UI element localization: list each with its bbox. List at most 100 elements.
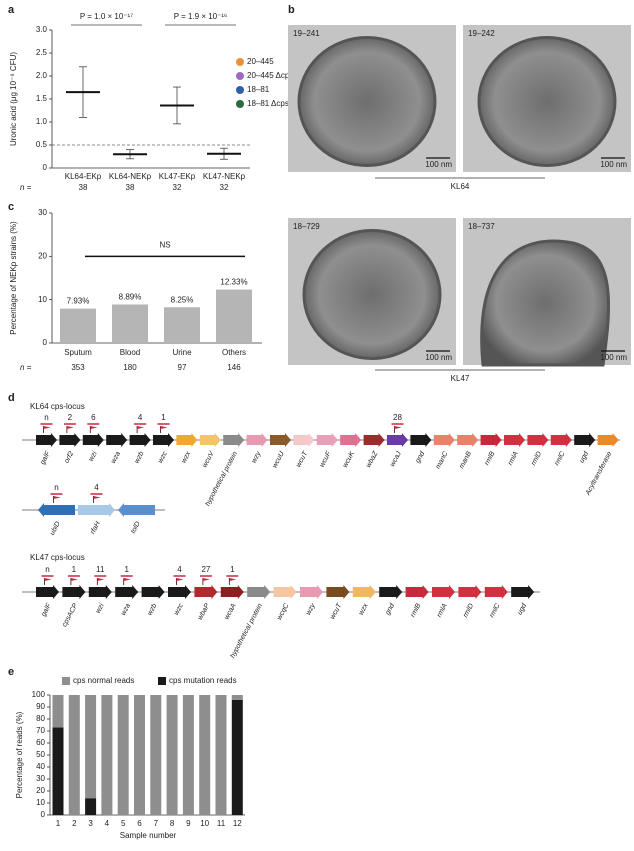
bar-segment [215,695,227,815]
gene-arrow [458,585,482,599]
gene-label: rmlC [489,602,503,619]
bar-segment [199,695,211,815]
y-tick-label: 0 [43,163,48,172]
group-label: KL47 [451,374,470,383]
gene-arrow [293,433,315,447]
gene-label: manB [458,450,473,470]
gene-arrow [118,503,155,517]
bar-segment [85,695,97,799]
gene-label: gnd [384,602,396,617]
scale-bar-label: 100 nm [425,160,452,169]
bar-segment [68,695,80,815]
y-tick-label: 90 [36,702,45,711]
gene-label: wcuT [295,450,309,469]
bar [60,308,96,343]
gene-arrow [246,433,268,447]
gene-arrow [62,585,86,599]
n-value: 38 [79,183,88,192]
gene-label: tolD [130,521,142,535]
mutation-flag [123,578,131,581]
y-axis-label: Percentage of reads (%) [15,711,24,798]
gene-arrow [504,433,525,447]
mutation-flag [394,426,402,429]
gene-arrow [326,585,350,599]
x-tick-label: 1 [56,819,61,828]
gene-arrow [153,433,174,447]
legend-label: cps normal reads [73,676,134,685]
legend-swatch [158,677,166,685]
bar-segment [182,695,194,815]
y-tick-label: 0 [43,338,48,347]
gene-arrow [527,433,549,447]
gene-label: galF [40,602,53,618]
gene-arrow [480,433,502,447]
n-value: 353 [71,363,85,372]
y-tick-label: 20 [36,786,45,795]
gene-arrow [176,433,198,447]
x-tick-label: 5 [121,819,126,828]
gene-label: rmlD [530,451,543,467]
x-tick-label: 10 [200,819,209,828]
x-tick-label: Sputum [64,348,92,357]
x-tick-label: KL47-NEKp [203,172,246,181]
x-tick-label: 9 [186,819,191,828]
x-tick-label: 3 [88,819,93,828]
gene-label: wcuV [201,449,216,469]
gene-arrow [59,433,81,447]
legend-label: 18–81 Δcps [247,99,289,108]
bar-segment [117,695,129,815]
gene-label: wza [110,450,122,464]
legend-marker [236,72,244,80]
gene-arrow [106,433,128,447]
cell [477,36,617,167]
gene-label: orf2 [63,450,75,464]
bar-segment [231,695,243,700]
gene-label: rmlD [462,603,475,619]
mutation-count: 4 [177,565,182,574]
gene-arrow [574,433,596,447]
gene-arrow [168,585,191,599]
gene-label: manC [435,450,450,471]
mutation-flag [97,578,105,581]
x-tick-label: 2 [72,819,77,828]
y-tick-label: 1.5 [36,94,48,103]
bar [112,304,148,343]
bar [216,289,252,343]
value-label: 8.89% [119,293,142,302]
n-value: 180 [123,363,137,372]
gene-label: wcaJ [389,450,403,468]
n-value: 97 [178,363,187,372]
gene-label: wzc [157,450,169,464]
y-tick-label: 80 [36,714,45,723]
x-tick-label: 8 [170,819,175,828]
gene-label: wzx [180,450,192,464]
y-tick-label: 100 [32,690,46,699]
micrograph-label: 18–729 [293,222,320,231]
panel-letter: e [8,666,14,678]
legend-label: cps mutation reads [169,676,237,685]
gene-label: gnd [415,450,427,465]
gene-arrow [405,585,429,599]
gene-arrow [363,433,385,447]
mutation-flag [90,426,98,429]
y-axis-label: Percentage of NEKp strains (%) [9,221,18,335]
legend-marker [236,58,244,66]
micrograph-label: 18–737 [468,222,495,231]
gene-label: wzb [146,602,158,616]
y-tick-label: 10 [38,295,47,304]
gene-arrow [38,503,75,517]
scale-bar-label: 100 nm [600,353,627,362]
gene-arrow [194,585,218,599]
gene-arrow [340,433,362,447]
y-tick-label: 1.0 [36,117,48,126]
cell [297,36,437,167]
gene-arrow [247,585,271,599]
n-label: n = [20,183,32,192]
gene-label: wcaA [223,602,237,621]
mutation-flag [66,426,74,429]
mutation-count: 28 [393,413,402,422]
gene-arrow [223,433,245,447]
gene-arrow [78,503,115,517]
gene-arrow [220,585,244,599]
